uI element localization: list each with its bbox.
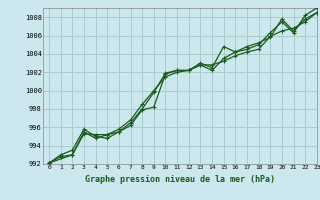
X-axis label: Graphe pression niveau de la mer (hPa): Graphe pression niveau de la mer (hPa) [85,175,275,184]
